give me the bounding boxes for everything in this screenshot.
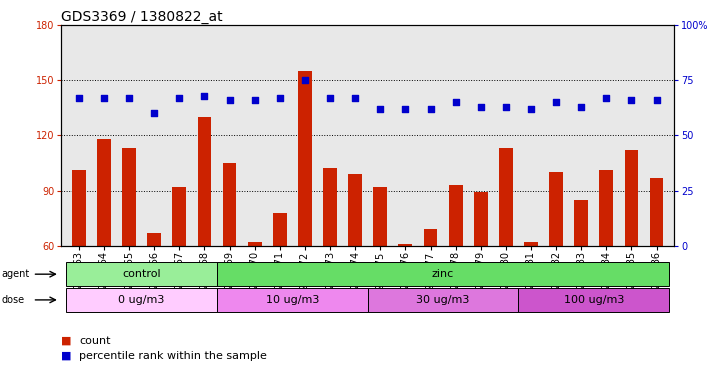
Point bbox=[123, 95, 135, 101]
Bar bbox=[273, 213, 287, 246]
Point bbox=[651, 97, 663, 103]
Bar bbox=[72, 170, 86, 246]
Bar bbox=[122, 148, 136, 246]
Bar bbox=[448, 185, 463, 246]
Bar bbox=[650, 178, 663, 246]
Point bbox=[324, 95, 336, 101]
Point bbox=[374, 106, 386, 112]
Text: percentile rank within the sample: percentile rank within the sample bbox=[79, 351, 267, 361]
Bar bbox=[624, 150, 638, 246]
Point bbox=[199, 93, 211, 99]
Bar bbox=[97, 139, 111, 246]
Bar bbox=[66, 288, 217, 312]
Text: 30 ug/m3: 30 ug/m3 bbox=[416, 295, 470, 305]
Bar bbox=[223, 163, 236, 246]
Bar bbox=[499, 148, 513, 246]
Text: ■: ■ bbox=[61, 351, 72, 361]
Bar bbox=[575, 200, 588, 246]
Point bbox=[274, 95, 286, 101]
Point bbox=[174, 95, 185, 101]
Point bbox=[425, 106, 436, 112]
Text: 10 ug/m3: 10 ug/m3 bbox=[265, 295, 319, 305]
Bar bbox=[518, 288, 669, 312]
Point bbox=[575, 104, 587, 110]
Bar bbox=[298, 71, 311, 246]
Bar bbox=[424, 229, 438, 246]
Point bbox=[350, 95, 361, 101]
Bar bbox=[66, 262, 217, 286]
Point bbox=[299, 77, 311, 83]
Bar bbox=[524, 242, 538, 246]
Point bbox=[601, 95, 612, 101]
Bar bbox=[373, 187, 387, 246]
Point bbox=[450, 99, 461, 105]
Text: dose: dose bbox=[1, 295, 25, 305]
Point bbox=[224, 97, 235, 103]
Point bbox=[399, 106, 411, 112]
Point bbox=[475, 104, 487, 110]
Bar bbox=[549, 172, 563, 246]
Point bbox=[249, 97, 260, 103]
Point bbox=[73, 95, 84, 101]
Bar bbox=[348, 174, 362, 246]
Bar bbox=[323, 169, 337, 246]
Bar bbox=[248, 242, 262, 246]
Point bbox=[98, 95, 110, 101]
Bar bbox=[399, 244, 412, 246]
Point bbox=[149, 110, 160, 116]
Point bbox=[500, 104, 512, 110]
Point bbox=[525, 106, 536, 112]
Bar bbox=[217, 288, 368, 312]
Bar bbox=[599, 170, 614, 246]
Bar bbox=[172, 187, 186, 246]
Text: GDS3369 / 1380822_at: GDS3369 / 1380822_at bbox=[61, 10, 223, 23]
Text: ■: ■ bbox=[61, 336, 72, 346]
Bar bbox=[198, 117, 211, 246]
Point bbox=[550, 99, 562, 105]
Text: count: count bbox=[79, 336, 111, 346]
Text: agent: agent bbox=[1, 269, 30, 279]
Bar bbox=[147, 233, 161, 246]
Bar bbox=[217, 262, 669, 286]
Point bbox=[626, 97, 637, 103]
Text: control: control bbox=[123, 269, 161, 279]
Text: zinc: zinc bbox=[432, 269, 454, 279]
Bar bbox=[474, 192, 487, 246]
Text: 0 ug/m3: 0 ug/m3 bbox=[118, 295, 165, 305]
Text: 100 ug/m3: 100 ug/m3 bbox=[564, 295, 624, 305]
Bar bbox=[368, 288, 518, 312]
